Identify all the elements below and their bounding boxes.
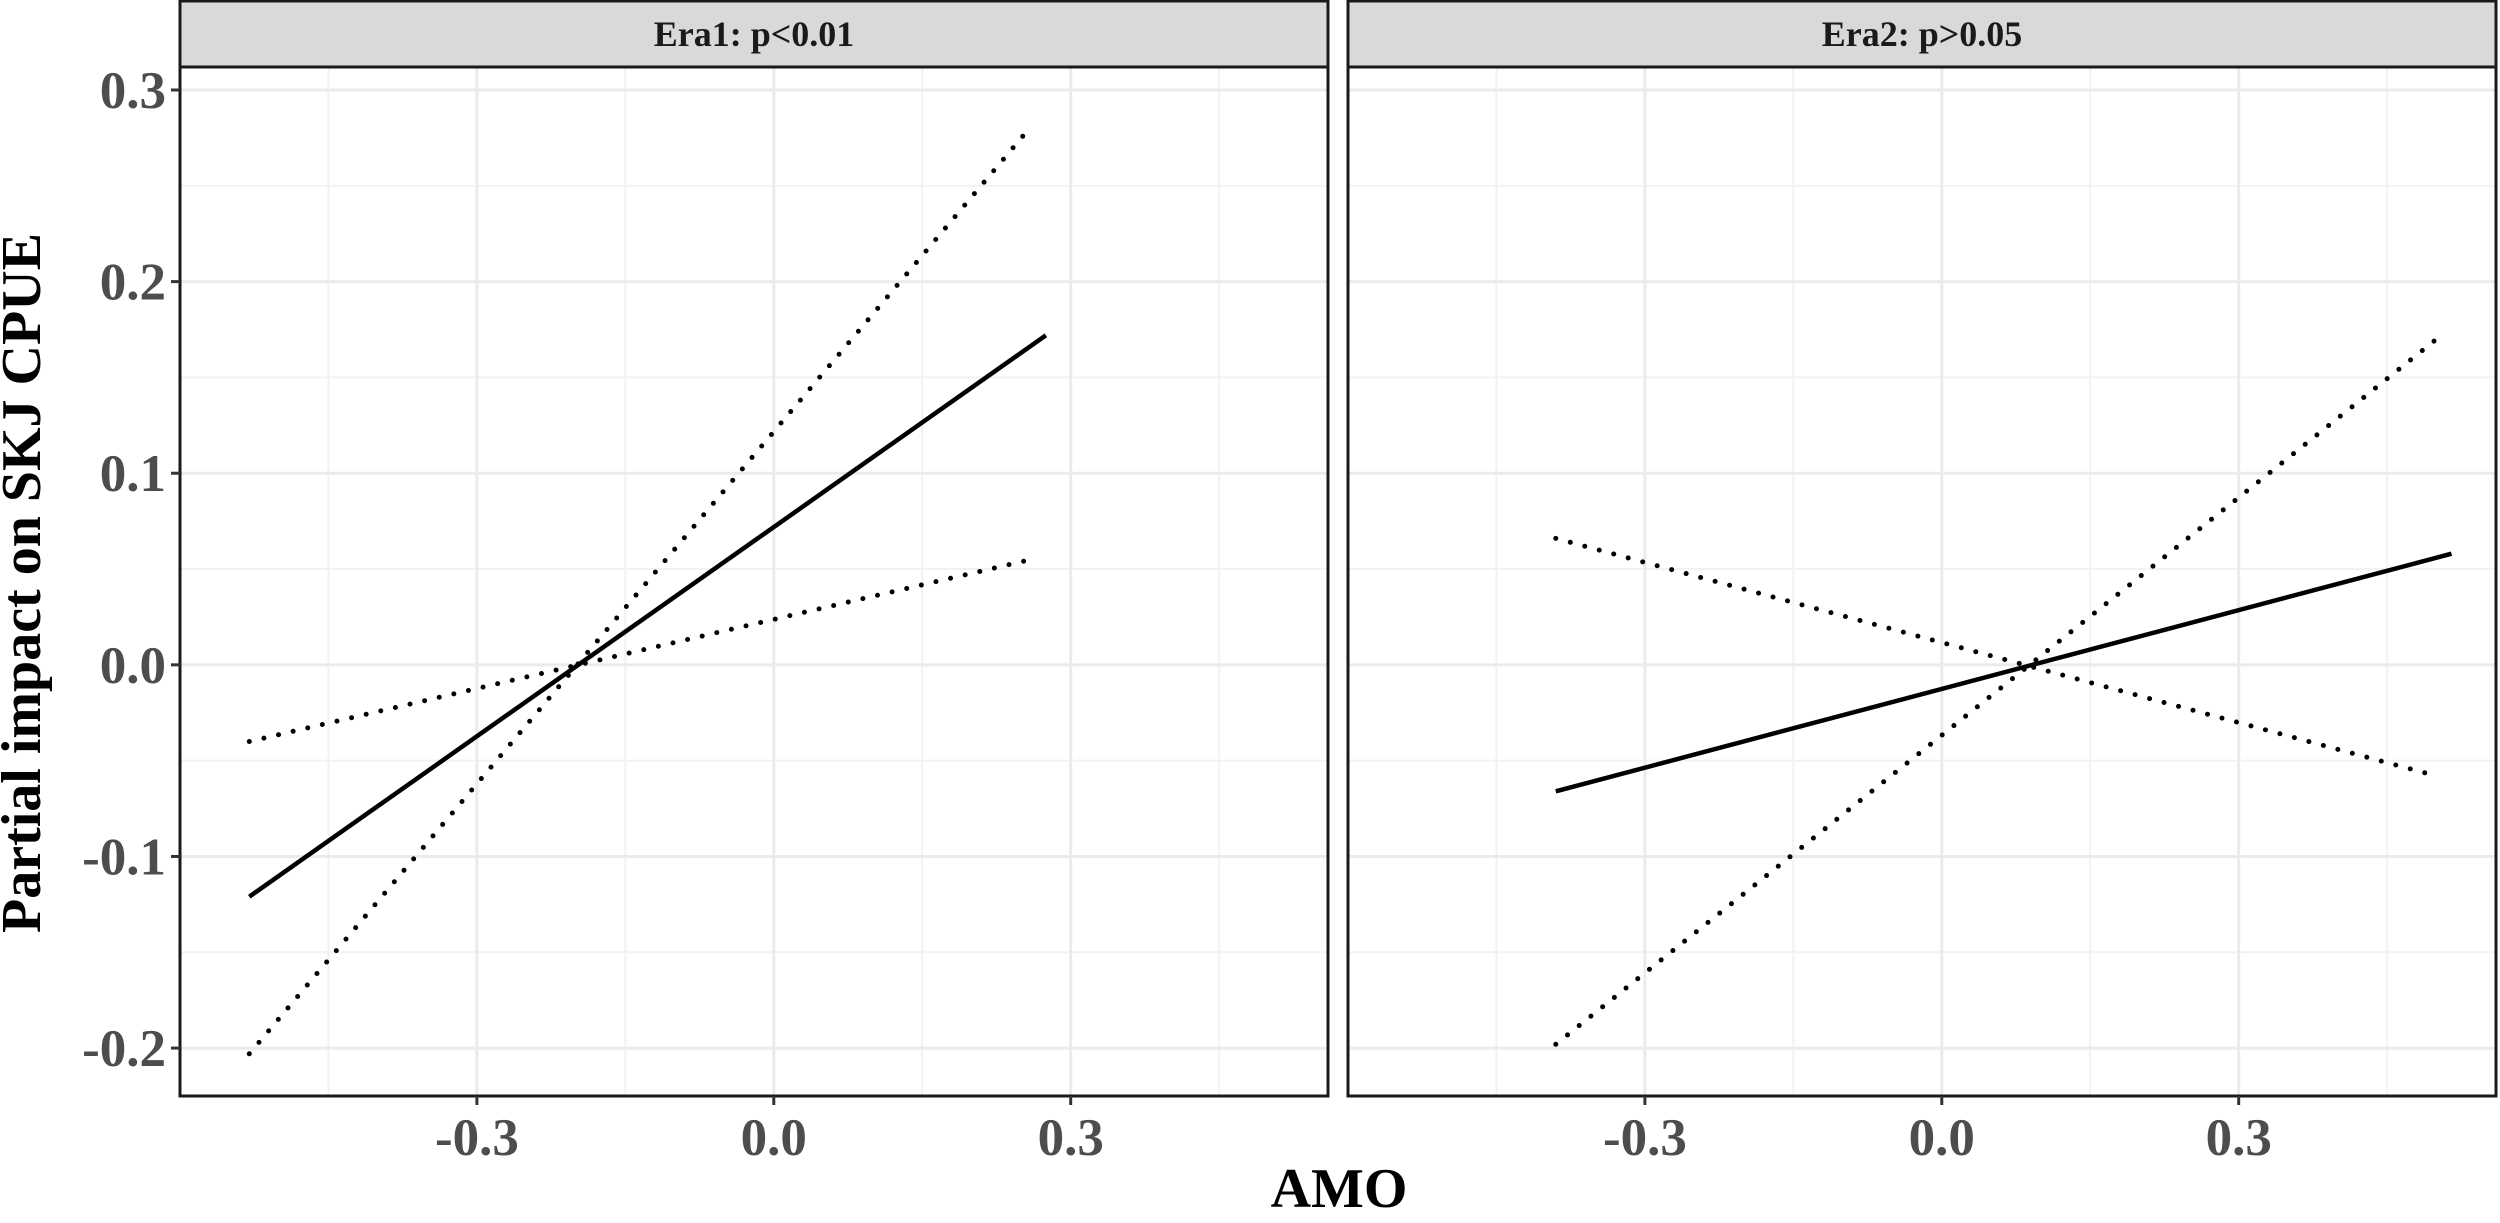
x-tick-label: 0.0 [1909, 1109, 1975, 1167]
x-tick-label: -0.3 [1603, 1109, 1687, 1167]
facet-strip-label: Era1: p<0.01 [654, 14, 855, 54]
fitted-line [1555, 551, 2453, 794]
facet-strip [1346, 0, 2498, 69]
panel-2: Era2: p>0.05 [1346, 0, 2498, 1098]
y-tick-label: -0.2 [82, 1020, 166, 1078]
y-tick-labels: -0.2 -0.1 0.0 0.1 0.2 0.3 [82, 62, 180, 1078]
panel-background [180, 67, 1328, 1096]
panel-background [1348, 67, 2496, 1096]
confidence-line-2 [246, 557, 1034, 744]
y-tick-label: 0.1 [100, 445, 166, 503]
panel-1: Era1: p<0.01 [178, 0, 1330, 1098]
facet-strip-label: Era2: p>0.05 [1822, 14, 2023, 54]
facet-strip [178, 0, 1330, 69]
x-tick-label: 0.3 [2206, 1109, 2272, 1167]
y-tick-label: -0.1 [82, 828, 166, 886]
y-tick-label: 0.3 [100, 62, 166, 120]
y-tick-label: 0.2 [100, 254, 166, 312]
y-tick-label: 0.0 [100, 637, 166, 695]
x-tick-labels: -0.3 0.0 0.3 -0.3 0.0 0.3 [435, 1096, 2272, 1167]
x-tick-label: -0.3 [435, 1109, 519, 1167]
x-axis-title: AMO [1271, 1158, 1408, 1220]
panels: Era1: p<0.01 Era2: p>0.05 [178, 0, 2498, 1098]
x-tick-label: 0.3 [1038, 1109, 1104, 1167]
fitted-line [248, 333, 1048, 899]
grid [180, 67, 1328, 1096]
x-tick-label: 0.0 [741, 1109, 807, 1167]
y-axis-title: Partial impact on SKJ CPUE [0, 233, 53, 933]
confidence-line-2 [1553, 535, 2440, 779]
grid [1348, 67, 2496, 1096]
